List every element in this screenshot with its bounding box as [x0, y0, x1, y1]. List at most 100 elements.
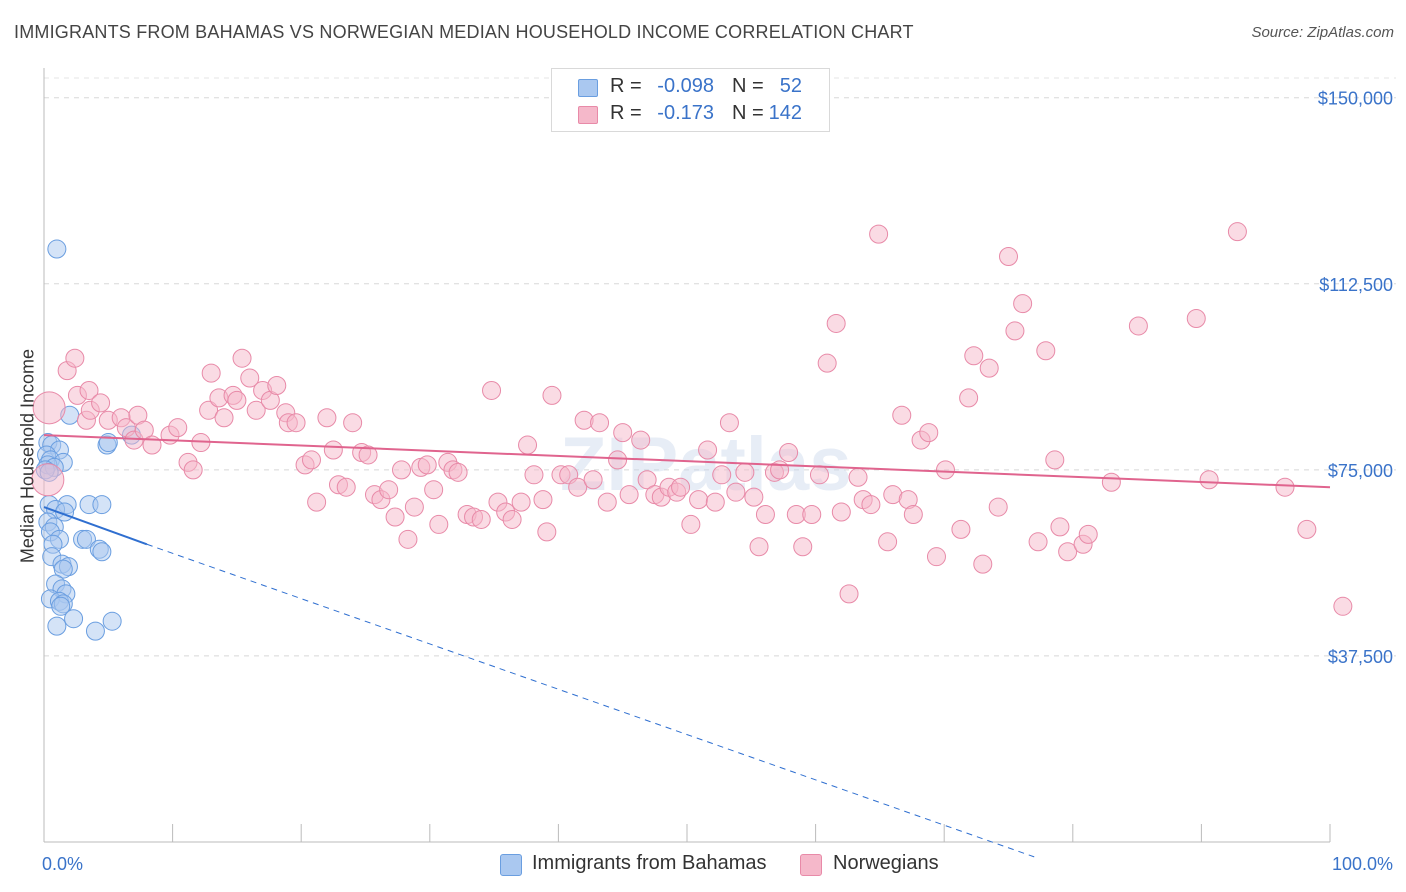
legend-row-bahamas: R = -0.098 N = 52: [552, 75, 829, 101]
norwegian-point: [1058, 542, 1078, 562]
chart-title: IMMIGRANTS FROM BAHAMAS VS NORWEGIAN MED…: [14, 22, 914, 42]
norwegian-point: [712, 465, 732, 485]
norwegian-point: [65, 348, 85, 368]
norwegian-point: [417, 455, 437, 475]
legend-n-value: 142: [768, 102, 802, 124]
norwegian-point: [286, 413, 306, 433]
norwegian-point: [878, 532, 898, 552]
norwegian-point: [681, 514, 701, 534]
norwegian-point: [301, 450, 321, 470]
bahamas-point: [47, 616, 67, 636]
bahamas-point: [98, 433, 118, 453]
norwegian-point: [183, 460, 203, 480]
y-tick-label: $75,000: [1328, 461, 1393, 481]
source-label: Source: ZipAtlas.com: [1251, 24, 1394, 41]
norwegian-point: [358, 445, 378, 465]
norwegian-point: [379, 480, 399, 500]
norwegian-point: [744, 487, 764, 507]
legend-n-label: N =: [732, 75, 764, 97]
norwegian-point: [502, 509, 522, 529]
norwegian-point: [32, 391, 66, 425]
norwegian-point: [831, 502, 851, 522]
norwegian-point: [537, 522, 557, 542]
bahamas-point: [51, 596, 71, 616]
x-tick-label-start: 0.0%: [42, 854, 83, 874]
norwegian-point: [770, 460, 790, 480]
norwegian-point: [749, 537, 769, 557]
bottom-legend: Immigrants from Bahamas Norwegians: [0, 852, 1406, 878]
norwegian-point: [1297, 519, 1317, 539]
bahamas-point: [85, 621, 105, 641]
bahamas-point: [47, 239, 67, 259]
norwegian-point: [597, 492, 617, 512]
norwegian-point: [1101, 472, 1121, 492]
norwegian-point: [168, 418, 188, 438]
norwegian-point: [524, 465, 544, 485]
bahamas-point: [92, 542, 112, 562]
tick-labels: $150,000 $112,500 $75,000 $37,500 0.0% 100.0%: [42, 89, 1393, 874]
norwegian-point: [1078, 524, 1098, 544]
norwegian-point: [671, 477, 691, 497]
norwegian-point: [817, 353, 837, 373]
norwegian-point: [959, 388, 979, 408]
norwegian-point: [613, 423, 633, 443]
norwegian-point: [735, 462, 755, 482]
norwegian-point: [91, 393, 111, 413]
norwegian-point: [755, 505, 775, 525]
norwegian-point: [1186, 309, 1206, 329]
norwegian-point: [999, 246, 1018, 266]
norwegian-point: [307, 492, 327, 512]
bottom-legend-label-norwegians: Norwegians: [833, 852, 939, 874]
norwegian-point: [227, 390, 247, 410]
norwegian-point: [1005, 321, 1025, 341]
legend: R = -0.098 N = 52 R = -0.173 N = 142: [551, 68, 830, 132]
norwegian-point: [404, 497, 424, 517]
norwegian-point: [267, 375, 287, 395]
norwegian-point: [583, 470, 603, 490]
trend-lines: [43, 434, 1331, 858]
norwegian-point: [809, 465, 829, 485]
norwegian-point: [240, 368, 260, 388]
norwegian-point: [637, 470, 657, 490]
norwegian-point: [1045, 450, 1065, 470]
norwegian-point: [861, 495, 881, 515]
norwegian-point: [689, 490, 709, 510]
x-tick-label-end: 100.0%: [1332, 854, 1393, 874]
bahamas-trend-line: [43, 506, 148, 546]
norwegian-point: [698, 440, 718, 460]
norwegian-point: [903, 505, 923, 525]
legend-r-label: R =: [610, 75, 642, 97]
norwegian-point: [802, 505, 822, 525]
y-tick-label: $150,000: [1318, 89, 1393, 109]
norwegian-point: [848, 467, 868, 487]
norwegian-point: [533, 490, 553, 510]
norwegian-point: [317, 408, 337, 428]
bahamas-point: [53, 559, 73, 579]
norwegian-point: [424, 480, 444, 500]
norwegian-point: [726, 482, 746, 502]
norwegian-point: [398, 529, 418, 549]
norwegian-point: [246, 400, 266, 420]
legend-n-label: N =: [732, 102, 764, 124]
norwegian-point: [826, 313, 846, 333]
scatter-points: [31, 222, 1353, 641]
norwegian-point: [1028, 532, 1048, 552]
bahamas-point: [64, 609, 84, 629]
y-axis-title: Median Household Income: [17, 348, 38, 564]
norwegian-point: [323, 440, 343, 460]
norwegian-point: [590, 413, 610, 433]
legend-r-label: R =: [610, 102, 642, 124]
y-tick-label: $37,500: [1328, 647, 1393, 667]
norwegian-point: [482, 380, 502, 400]
norwegian-point: [542, 385, 562, 405]
norwegian-point: [1050, 517, 1070, 537]
norwegian-point: [385, 507, 405, 527]
norwegian-point: [619, 485, 639, 505]
norwegian-point: [336, 477, 356, 497]
norwegian-trend-line: [43, 434, 1331, 489]
bahamas-point: [102, 611, 122, 631]
norwegian-point: [232, 348, 252, 368]
norwegian-point: [973, 554, 993, 574]
norwegian-point: [343, 413, 363, 433]
